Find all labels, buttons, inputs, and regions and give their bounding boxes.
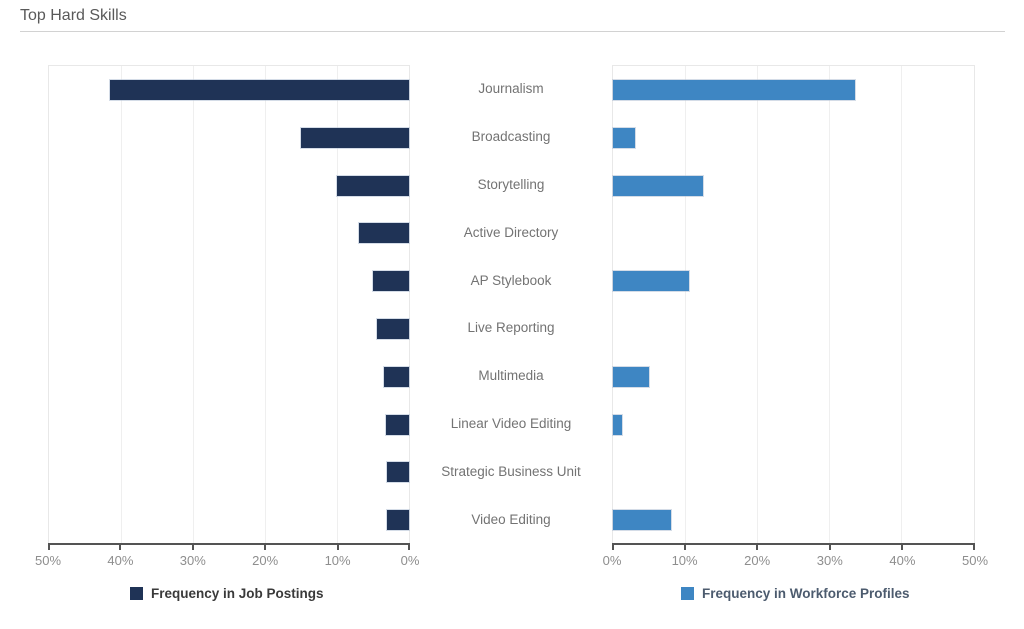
bar-left-strategic-business-unit (387, 462, 409, 483)
axis-tick (48, 543, 50, 550)
job-postings-plot-area (48, 65, 410, 543)
category-label-video-editing: Video Editing (471, 511, 551, 527)
axis-tick-label: 20% (252, 553, 279, 568)
axis-tick (756, 543, 759, 550)
axis-line (612, 543, 975, 545)
axis-tick-label: 40% (107, 553, 134, 568)
axis-tick-label: 0% (400, 553, 420, 568)
axis-tick-label: 50% (34, 553, 62, 568)
axis-tick-label: 30% (179, 553, 206, 568)
axis-tick-label: 20% (744, 553, 771, 568)
axis-tick-label: 10% (671, 553, 698, 568)
category-label-strategic-business-unit: Strategic Business Unit (441, 463, 581, 479)
category-label-active-directory: Active Directory (463, 224, 559, 240)
axis-tick (191, 543, 194, 550)
axis-tick-label: 50% (961, 553, 989, 568)
legend-job-postings[interactable]: Frequency in Job Postings (130, 586, 324, 601)
axis-tick (264, 543, 267, 550)
bar-left-video-editing (387, 510, 409, 531)
bar-right-storytelling (613, 175, 704, 196)
bar-right-journalism (613, 79, 855, 100)
axis-tick-label: 10% (324, 553, 351, 568)
gridline (829, 66, 831, 543)
legend-swatch-navy (130, 587, 143, 600)
gridline (756, 66, 758, 543)
bar-left-journalism (110, 79, 409, 100)
axis-tick-label: 40% (889, 553, 916, 568)
workforce-profiles-plot-area (612, 65, 975, 543)
page-title: Top Hard Skills (20, 7, 127, 24)
axis-tick (828, 543, 831, 550)
axis-tick-label: 30% (816, 553, 843, 568)
job-postings-x-axis: 50% 40% 30% 20% 10% 0% (35, 543, 419, 575)
axis-tick (612, 543, 614, 550)
axis-tick-label: 0% (602, 553, 622, 568)
axis-tick (119, 543, 122, 550)
gridline (684, 66, 686, 543)
axis-tick (336, 543, 339, 550)
legend-swatch-blue (681, 587, 694, 600)
title-divider (20, 31, 1005, 32)
workforce-profiles-x-axis: 0% 10% 20% 30% 40% 50% (603, 543, 988, 575)
category-label-live-reporting: Live Reporting (467, 320, 555, 336)
bar-left-live-reporting (376, 318, 409, 339)
category-label-journalism: Journalism (478, 81, 544, 97)
axis-tick (973, 543, 975, 550)
gridline (120, 66, 122, 543)
axis-line (48, 543, 410, 545)
axis-tick (683, 543, 686, 550)
category-label-broadcasting: Broadcasting (471, 129, 551, 145)
bar-left-active-directory (358, 223, 409, 244)
legend-workforce-profiles[interactable]: Frequency in Workforce Profiles (681, 586, 910, 601)
bar-right-linear-video-editing (613, 414, 622, 435)
axis-tick (408, 543, 410, 550)
category-label-storytelling: Storytelling (477, 176, 545, 192)
bar-right-video-editing (613, 510, 671, 531)
gridline (264, 66, 266, 543)
gridline (901, 66, 903, 543)
category-label-multimedia: Multimedia (478, 368, 544, 384)
bar-left-ap-stylebook (373, 271, 409, 292)
bar-left-linear-video-editing (385, 414, 409, 435)
gridline (336, 66, 338, 543)
category-label-ap-stylebook: AP Stylebook (470, 272, 552, 288)
gridline (192, 66, 194, 543)
category-label-linear-video-editing: Linear Video Editing (450, 415, 572, 431)
bar-left-broadcasting (301, 127, 409, 148)
legend-label-job-postings: Frequency in Job Postings (151, 586, 324, 601)
bar-right-broadcasting (613, 127, 635, 148)
category-labels-column: Journalism Broadcasting Storytelling Active… (410, 65, 612, 543)
axis-tick (901, 543, 904, 550)
bar-left-multimedia (383, 366, 409, 387)
legend-label-workforce-profiles: Frequency in Workforce Profiles (702, 586, 910, 601)
bar-right-multimedia (613, 366, 650, 387)
bar-right-ap-stylebook (613, 271, 689, 292)
bar-left-storytelling (337, 175, 409, 196)
